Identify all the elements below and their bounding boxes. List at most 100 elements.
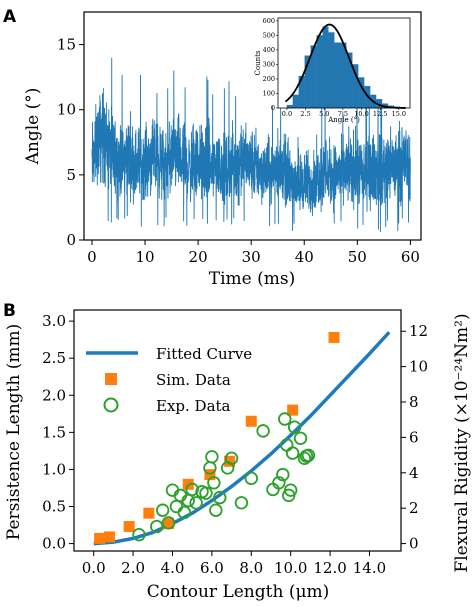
histogram-bar — [292, 94, 299, 109]
sim-data-point — [123, 521, 135, 533]
histogram-bar — [340, 42, 347, 109]
exp-data-point — [161, 516, 176, 530]
exp-data-point — [244, 471, 258, 486]
sim-data-point — [328, 331, 340, 343]
angle-trace-line — [91, 57, 411, 233]
histogram-bar — [328, 32, 335, 109]
inset-x-tick-label: 0.0 — [282, 110, 292, 118]
sim-data-point — [163, 518, 175, 530]
legend-exp-data-label: Exp. Data — [156, 397, 231, 415]
exp-data-point — [278, 412, 292, 426]
inset-histogram: 0.0 2.5 5.0 7.5 10.0 12.5 15.0 0 100 200 300 400 50… — [254, 17, 411, 124]
exp-data-point — [293, 431, 308, 445]
right-y-tick-label: 8 — [409, 393, 419, 411]
exp-data-point — [177, 505, 192, 520]
x-tick-label: 0.0 — [82, 559, 106, 577]
sim-data-point — [143, 507, 155, 519]
x-tick-label: 8.0 — [239, 559, 263, 577]
panel-b-y-ticks: 0.0 0.5 1.0 1.5 2.0 2.5 3.0 — [42, 312, 74, 553]
inset-x-tick-label: 12.5 — [373, 110, 387, 118]
y-tick-label: 0 — [66, 231, 76, 249]
panel-a-y-ticks: 0 5 10 15 — [57, 36, 84, 249]
sim-data-point — [103, 531, 115, 543]
inset-fit-curve — [284, 23, 406, 109]
exp-data-point — [272, 476, 286, 490]
inset-x-tick-label: 5.0 — [319, 110, 329, 118]
x-tick-label: 6.0 — [200, 559, 224, 577]
panel-a-chart: 0 10 20 30 40 50 60 0 5 10 15 Time (ms) Angle (°)… — [23, 11, 422, 289]
inset-x-tick-label: 7.5 — [338, 110, 348, 118]
x-tick-label: 4.0 — [161, 559, 185, 577]
x-tick-label: 14.0 — [353, 559, 386, 577]
inset-x-tick-label: 15.0 — [392, 110, 406, 118]
inset-x-axis-label: Angle (°) — [327, 116, 360, 124]
right-y-tick-label: 4 — [409, 464, 419, 482]
panel-b-axes-frame — [73, 309, 402, 552]
sim-data-point — [287, 404, 299, 416]
exp-data-point — [150, 519, 164, 534]
fitted-curve-line — [93, 331, 391, 546]
panel-b-letter: B — [3, 301, 16, 321]
y-tick-label: 2.0 — [42, 386, 66, 404]
sim-data-point — [224, 455, 236, 467]
exp-data-point — [199, 486, 213, 500]
panel-b-right-y-axis-label: Flexural Rigidity (×10⁻²⁴Nm²) — [452, 313, 472, 572]
histogram-bar — [322, 26, 329, 109]
panel-b-x-ticks: 0.0 2.0 4.0 6.0 8.0 10.0 12.0 14.0 — [82, 551, 386, 577]
legend-sim-data-swatch — [105, 373, 117, 385]
right-y-tick-label: 10 — [409, 358, 428, 376]
x-tick-label: 12.0 — [313, 559, 346, 577]
exp-data-point — [276, 467, 290, 482]
panel-b-x-axis-label: Contour Length (μm) — [147, 582, 330, 602]
inset-frame — [277, 17, 411, 109]
right-y-tick-label: 2 — [409, 499, 419, 517]
exp-data-point — [213, 490, 227, 505]
exp-data-point — [132, 527, 146, 542]
exp-data-point — [185, 482, 199, 497]
y-tick-label: 10 — [57, 101, 76, 119]
y-tick-label: 2.5 — [42, 349, 66, 367]
inset-x-tick-label: 2.5 — [300, 110, 310, 118]
right-y-tick-label: 6 — [409, 428, 419, 446]
x-tick-label: 20 — [189, 248, 208, 266]
inset-x-ticks: 0.0 2.5 5.0 7.5 10.0 12.5 15.0 — [282, 108, 406, 118]
exp-data-point — [189, 496, 203, 510]
inset-y-tick-label: 300 — [263, 61, 275, 69]
exp-data-point — [155, 503, 170, 517]
histogram-bar — [334, 42, 341, 109]
sim-data-point — [245, 415, 257, 427]
y-tick-label: 5 — [66, 166, 76, 184]
panel-b-legend: Fitted Curve Sim. Data Exp. Data — [86, 345, 252, 415]
histogram-bar — [286, 104, 293, 109]
exp-data-point — [234, 496, 249, 510]
legend-fitted-curve-label: Fitted Curve — [156, 345, 252, 363]
y-tick-label: 0.0 — [42, 535, 66, 553]
exp-data-point — [207, 476, 221, 490]
y-tick-label: 1.5 — [42, 423, 66, 441]
inset-y-ticks: 0 100 200 300 400 500 600 — [263, 17, 278, 112]
inset-x-tick-label: 10.0 — [354, 110, 368, 118]
y-tick-label: 1.0 — [42, 460, 66, 478]
panel-b-chart: 0.0 2.0 4.0 6.0 8.0 10.0 12.0 14.0 0.0 0.5 1.0 1.5… — [4, 309, 472, 602]
inset-y-tick-label: 200 — [263, 75, 275, 83]
right-y-tick-label: 0 — [409, 535, 419, 553]
y-tick-label: 3.0 — [42, 312, 66, 330]
exp-data-point — [209, 503, 223, 517]
x-tick-label: 60 — [401, 248, 420, 266]
inset-y-tick-label: 500 — [263, 32, 275, 40]
exp-data-point — [205, 450, 219, 464]
inset-y-tick-label: 100 — [263, 90, 275, 98]
exp-data-point — [283, 483, 298, 497]
panel-a-x-axis-label: Time (ms) — [209, 269, 295, 289]
panel-a-axes-frame — [83, 11, 422, 241]
y-tick-label: 15 — [57, 36, 76, 54]
panel-a-letter: A — [3, 7, 17, 27]
x-tick-label: 10 — [135, 248, 154, 266]
x-tick-label: 50 — [348, 248, 367, 266]
sim-data-point — [94, 532, 106, 544]
x-tick-label: 0 — [87, 248, 97, 266]
exp-data-point — [169, 499, 184, 514]
exp-data-points — [132, 412, 316, 542]
x-tick-label: 30 — [242, 248, 261, 266]
inset-y-tick-label: 400 — [263, 46, 275, 54]
